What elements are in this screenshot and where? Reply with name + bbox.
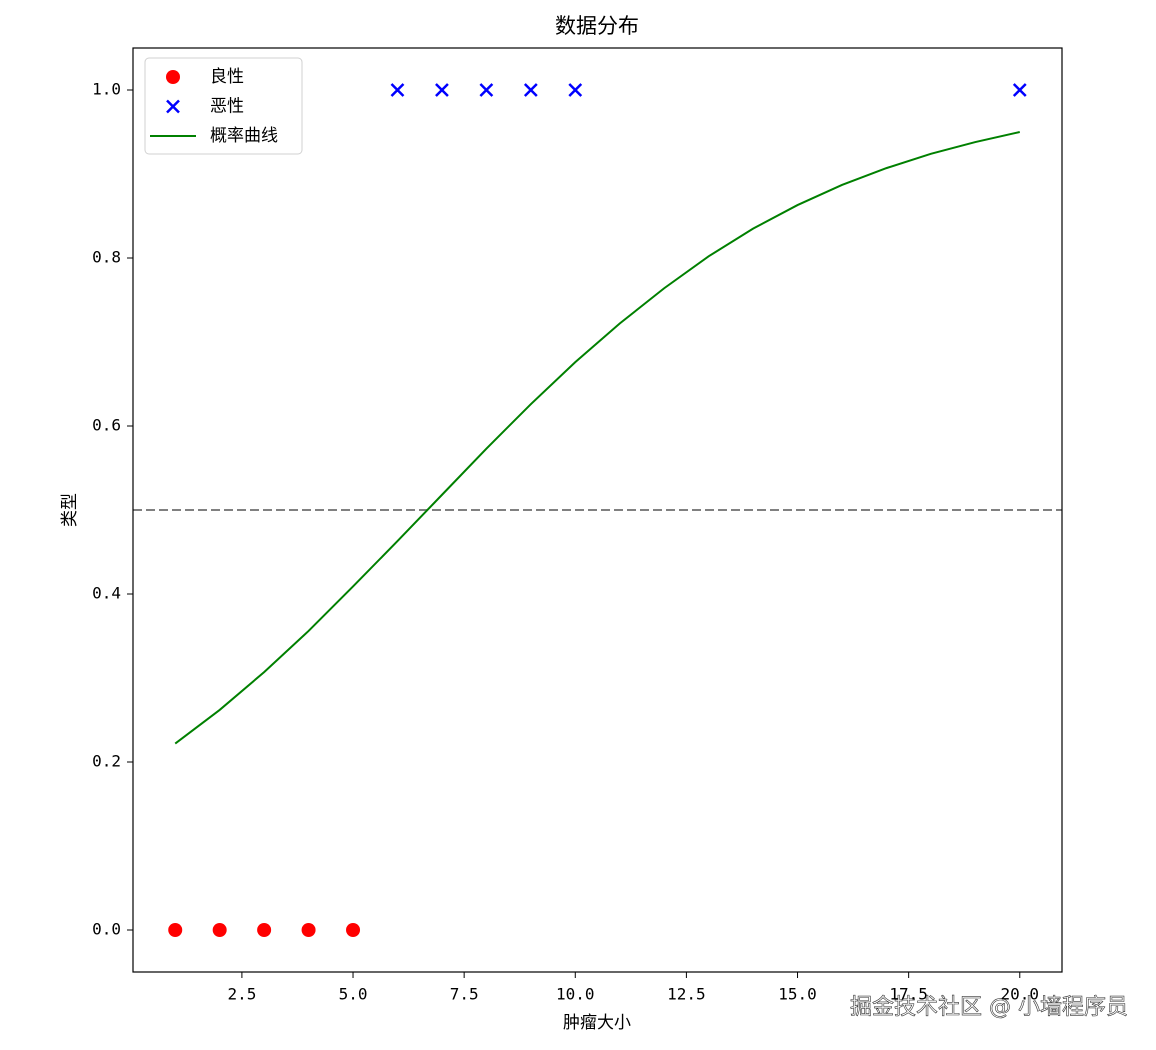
point <box>168 923 183 937</box>
y-tick-label: 0.2 <box>92 752 121 771</box>
x-tick-label: 2.5 <box>227 985 256 1004</box>
x-axis-label: 肿瘤大小 <box>563 1013 631 1033</box>
point <box>568 83 583 97</box>
legend-label: 良性 <box>210 67 244 87</box>
x-tick-label: 15.0 <box>778 985 817 1004</box>
point <box>346 923 361 937</box>
x-tick-label: 10.0 <box>556 985 595 1004</box>
legend-label: 恶性 <box>210 97 244 117</box>
line <box>174 131 1020 745</box>
watermark: 掘金技术社区 @ 小墙程序员 <box>850 995 1128 1020</box>
y-tick-label: 0.8 <box>92 248 121 267</box>
legend-swatch <box>166 70 180 84</box>
chart-title: 数据分布 <box>555 14 639 38</box>
point <box>435 83 449 97</box>
x-tick-label: 5.0 <box>339 985 368 1004</box>
point <box>479 83 494 97</box>
legend-swatch <box>166 99 180 114</box>
x-tick-label: 7.5 <box>450 985 479 1004</box>
point <box>390 83 405 97</box>
x-tick-label: 20.0 <box>1001 985 1040 1004</box>
point <box>523 83 538 97</box>
point <box>1012 83 1027 97</box>
point <box>257 923 272 937</box>
x-tick-label: 12.5 <box>667 985 706 1004</box>
point <box>301 923 316 937</box>
y-tick-label: 1.0 <box>92 80 121 99</box>
y-tick-label: 0.6 <box>92 416 121 435</box>
point <box>212 923 227 937</box>
y-axis-label: 类型 <box>60 493 80 527</box>
y-tick-label: 0.4 <box>92 584 121 603</box>
y-tick-label: 0.0 <box>92 920 121 939</box>
legend-label: 概率曲线 <box>210 126 278 146</box>
x-tick-label: 17.5 <box>889 985 928 1004</box>
legend-box <box>144 57 303 155</box>
plot-frame <box>132 47 1063 973</box>
